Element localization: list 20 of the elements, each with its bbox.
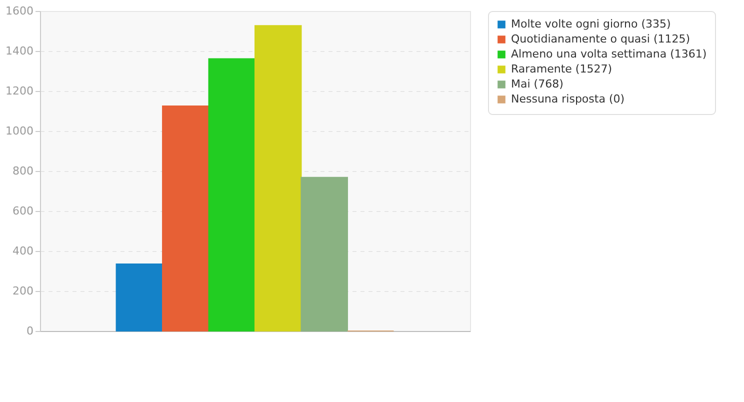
y-tick-label: 600 [12, 204, 34, 218]
y-tick-label: 0 [26, 324, 34, 338]
y-tick-label: 200 [12, 284, 34, 298]
legend-label: Molte volte ogni giorno (335) [511, 18, 671, 30]
legend-label: Nessuna risposta (0) [511, 92, 625, 106]
y-tick-label: 1400 [6, 44, 34, 58]
y-tick-label: 400 [12, 244, 34, 258]
bar [116, 264, 164, 332]
y-tick-label: 1600 [6, 4, 34, 18]
bar [254, 25, 302, 332]
y-tick-label: 1200 [6, 84, 34, 98]
legend-label: Almeno una volta settimana (1361) [511, 48, 707, 60]
legend-label: Mai (768) [511, 78, 564, 90]
bar [208, 58, 256, 332]
y-tick-label: 800 [12, 164, 34, 178]
bar [300, 176, 348, 332]
y-tick-label: 1000 [6, 124, 34, 138]
legend-label: Raramente (1527) [511, 62, 612, 76]
legend-label: Quotidianamente o quasi (1125) [511, 32, 690, 46]
bar [162, 106, 210, 332]
